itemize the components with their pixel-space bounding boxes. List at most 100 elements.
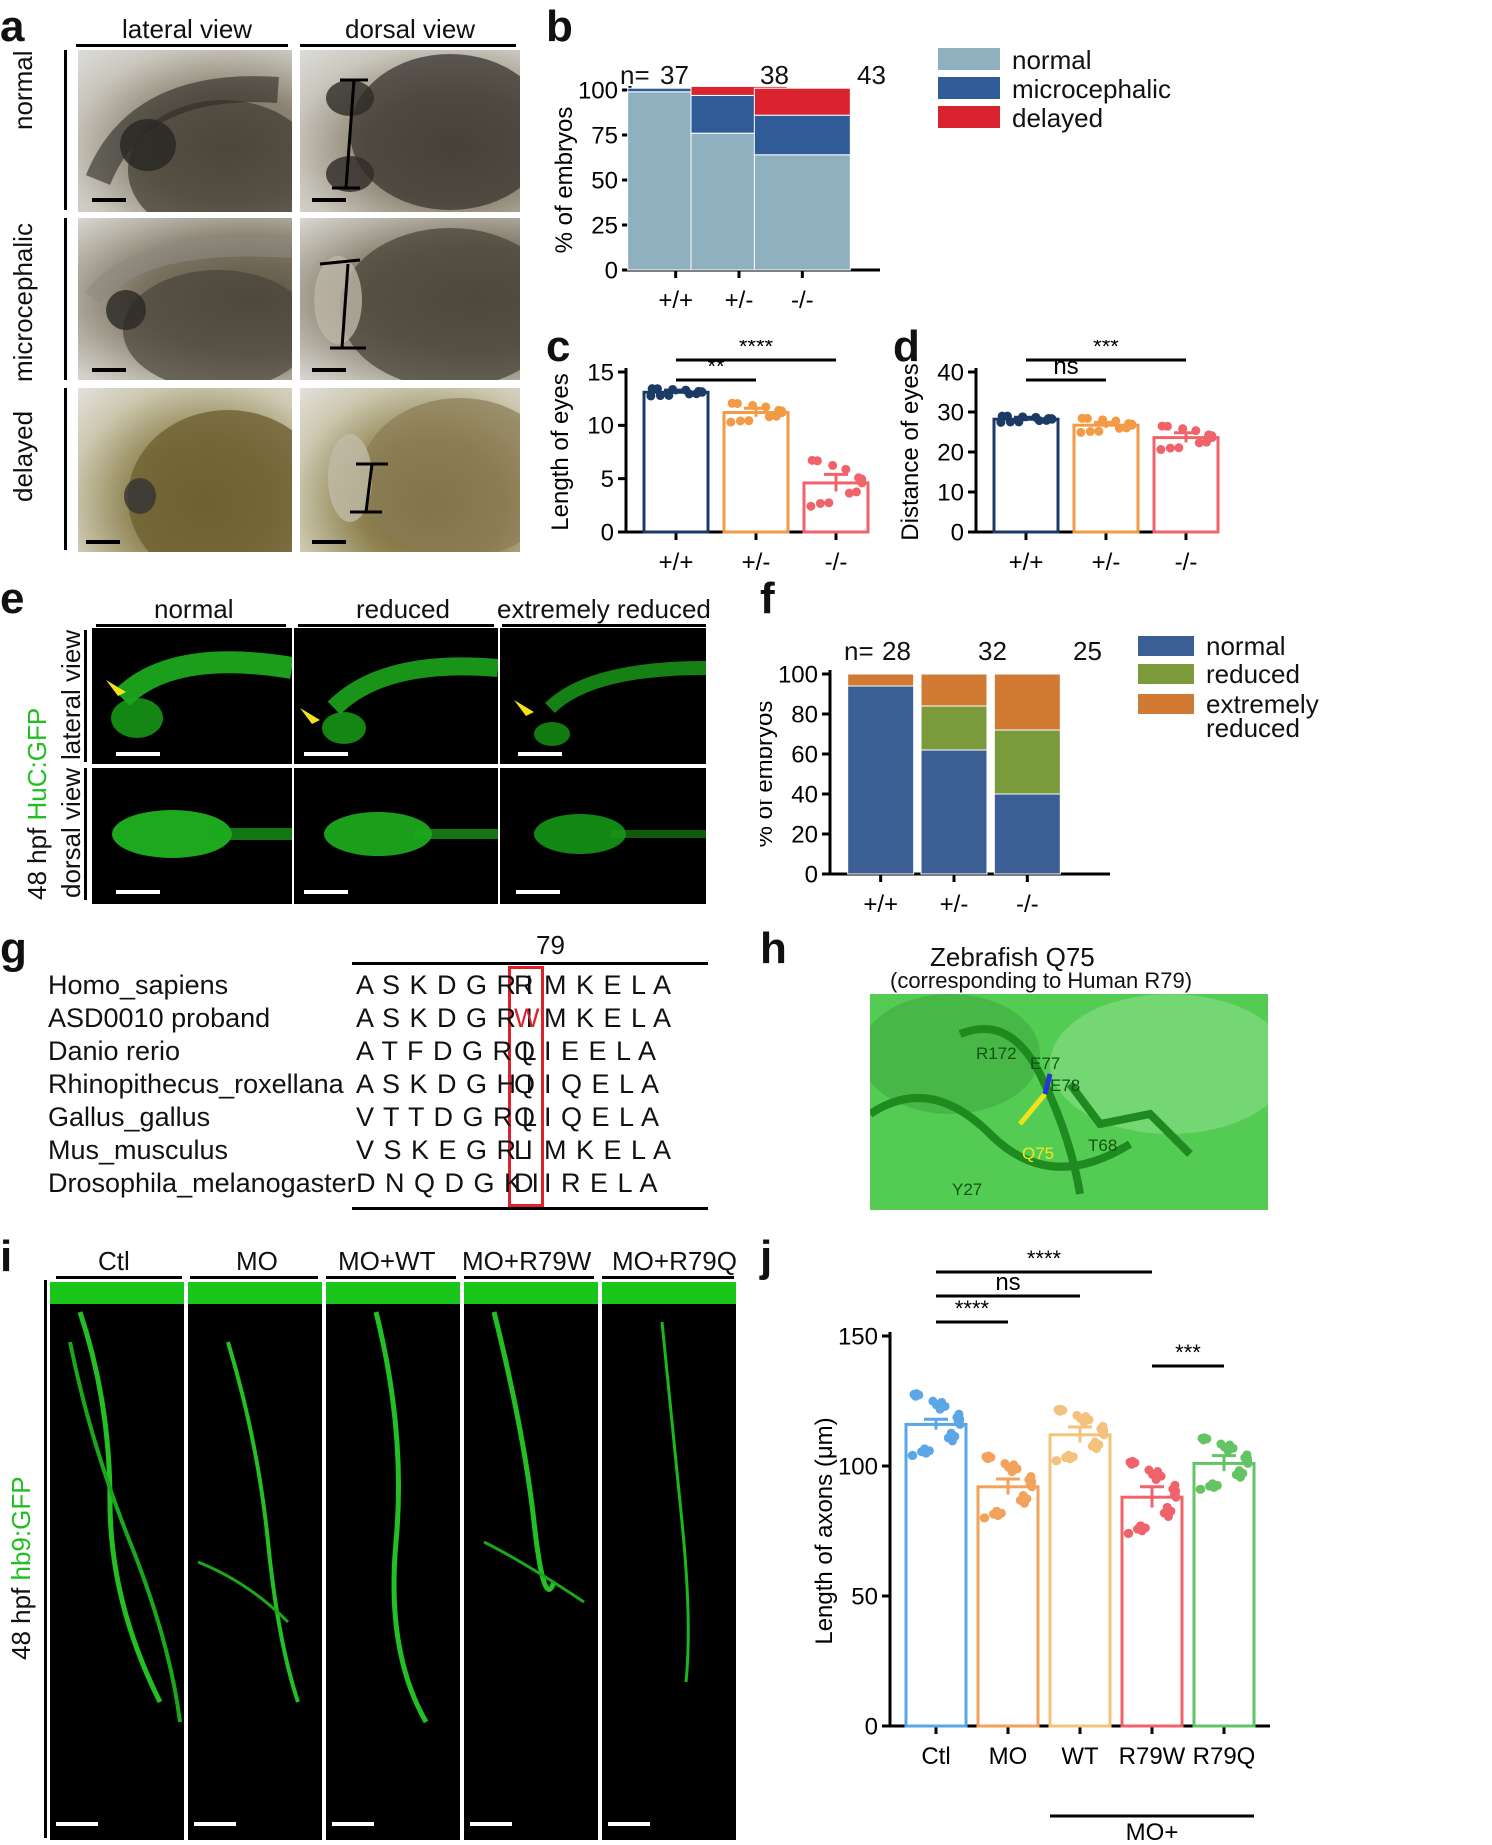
scale-bar: [470, 1822, 512, 1826]
y-tick-label: 20: [791, 821, 818, 848]
data-point-R79Q: [1209, 1482, 1219, 1492]
g-site-highlight-box: [508, 966, 544, 1207]
x-tick-label: +/-: [940, 891, 969, 918]
i-rule-2: [190, 1276, 318, 1279]
x-tick-label: -/-: [791, 287, 814, 314]
e-side-marker: HuC:GFP: [22, 707, 52, 821]
i-side-rule: [44, 1280, 47, 1838]
h-res-q75: Q75: [1022, 1144, 1055, 1163]
data-point-R79W: [1170, 1480, 1180, 1490]
e-rule-3: [502, 624, 706, 627]
group-label-mo: MO+: [1126, 1819, 1179, 1840]
x-tick-label: MO: [989, 1743, 1028, 1770]
bar-normal-+/-: [920, 749, 988, 875]
y-tick-label: 20: [937, 439, 964, 466]
e-photo-reduced-lateral: [294, 628, 498, 764]
e-photo-normal-dorsal: [92, 768, 292, 904]
bar-R79Q: [1192, 1461, 1256, 1728]
y-tick-label: 0: [605, 257, 618, 284]
chart-c: 0 5 10 15 +/+ +/- -/- Length of eyes ** ****: [540, 334, 880, 585]
e-side-label: 48 hpf HuC:GFP: [22, 708, 53, 900]
i-rule-1: [56, 1276, 182, 1279]
y-tick-label: 80: [791, 701, 818, 728]
y-tick-label: 100: [578, 77, 618, 104]
data-point-+/-: [764, 412, 774, 422]
panel-j-label: j: [760, 1232, 773, 1281]
x-tick-label: R79Q: [1193, 1743, 1256, 1770]
data-point-Ctl: [935, 1404, 945, 1414]
g-seq-post-3: I Q E L A: [544, 1069, 661, 1099]
data-point-WT: [1090, 1437, 1100, 1447]
g-seq-post-5: M K E L A: [544, 1135, 673, 1165]
e-rule-1: [96, 624, 286, 627]
g-seq-site-6: D: [514, 1168, 534, 1198]
y-axis-label: % of embryos: [760, 701, 778, 848]
data-point-+/+: [1047, 414, 1057, 424]
data-point--/-: [1165, 443, 1175, 453]
h-subtitle: (corresponding to Human R79): [890, 968, 1193, 993]
b-legend-swatch-microcephalic: [938, 77, 1000, 99]
data-point-+/+: [646, 391, 656, 401]
data-point-MO: [1025, 1480, 1035, 1490]
sig-j-3-label: ****: [1027, 1250, 1062, 1271]
scale-bar: [312, 540, 346, 544]
x-tick-label: -/-: [1175, 549, 1198, 576]
f-legend-reduced-2: reduced: [1206, 713, 1300, 743]
b-legend-delayed: delayed: [1012, 103, 1104, 133]
i-col-title-mowt: MO+WT: [338, 1246, 436, 1276]
chart-f-svg: 0 20 40 60 80 100 +/+ +/- -/- % of embryos: [751, 661, 1110, 918]
f-n-prefix: n=: [844, 636, 874, 666]
data-point-+/-: [735, 416, 745, 426]
b-n-3: 43: [857, 60, 886, 90]
data-point-+/+: [647, 384, 657, 394]
y-tick-label: 30: [937, 399, 964, 426]
b-legend-normal: normal: [1012, 45, 1092, 75]
scale-bar: [56, 1822, 98, 1826]
a-col-rule-dorsal: [300, 44, 516, 47]
f-legend-swatch-normal: [1138, 636, 1194, 656]
h-res-e77: E77: [1030, 1054, 1061, 1073]
data-point--/-: [1207, 431, 1217, 441]
f-n-2: 32: [978, 636, 1007, 666]
g-seq-post-2: I E E L A: [544, 1036, 658, 1066]
panel-d-label: d: [893, 322, 920, 371]
x-tick-label: -/-: [825, 549, 848, 576]
data-point-R79W: [1151, 1475, 1161, 1485]
b-legend-swatch-delayed: [938, 106, 1000, 128]
data-point-Ctl: [953, 1418, 963, 1428]
scale-bar: [304, 752, 348, 756]
bar-delayed--/-: [753, 87, 851, 116]
bar-reduced-+/-: [920, 705, 988, 751]
y-tick-label: 60: [791, 741, 818, 768]
e-photo-extreme-lateral: [500, 628, 706, 764]
e-side-prefix: 48 hpf: [22, 820, 52, 900]
data-point-R79Q: [1241, 1457, 1251, 1467]
data-point--/-: [1191, 426, 1201, 436]
g-seq-site-3: Q: [514, 1069, 536, 1099]
data-point-MO: [983, 1454, 993, 1464]
data-point-MO: [1019, 1498, 1029, 1508]
g-seq-post-0: M K E L A: [544, 970, 673, 1000]
g-seq-pre-1: A S K D G R I: [356, 1003, 535, 1033]
i-photo-mor79w: [464, 1282, 598, 1840]
g-seq-post-4: I Q E L A: [544, 1102, 661, 1132]
bar-+/-: [1072, 423, 1140, 534]
a-row-rule-normal: [64, 50, 67, 210]
data-point--/-: [824, 498, 834, 508]
g-seq-post-1: M K E L A: [544, 1003, 673, 1033]
y-tick-label: 25: [591, 212, 618, 239]
f-n-3: 25: [1073, 636, 1102, 666]
y-tick-label: 15: [587, 359, 614, 386]
bar-MO: [976, 1485, 1040, 1728]
data-point-R79W: [1153, 1466, 1163, 1476]
bar-normal--/-: [993, 793, 1061, 875]
data-point-+/-: [726, 417, 736, 427]
data-point-+/-: [744, 416, 754, 426]
b-n-1: 37: [660, 60, 689, 90]
a-col-title-dorsal: dorsal view: [345, 14, 476, 44]
i-col-title-ctl: Ctl: [98, 1246, 130, 1276]
a-row-title-delayed: delayed: [8, 410, 38, 502]
y-tick-label: 0: [805, 861, 818, 888]
scale-bar: [86, 540, 120, 544]
y-tick-label: 40: [937, 359, 964, 386]
